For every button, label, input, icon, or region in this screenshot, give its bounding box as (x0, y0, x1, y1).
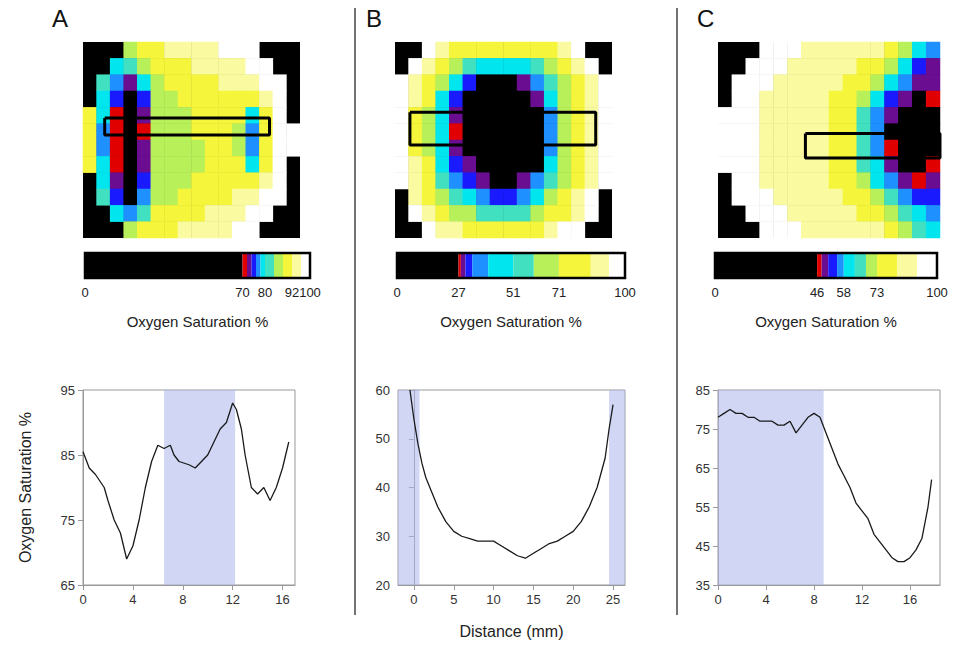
svg-text:16: 16 (903, 592, 917, 607)
svg-text:Distance (mm): Distance (mm) (459, 623, 563, 640)
svg-text:C: C (697, 5, 714, 32)
svg-text:75: 75 (61, 513, 75, 528)
svg-text:27: 27 (451, 285, 465, 300)
svg-text:85: 85 (61, 448, 75, 463)
svg-text:0: 0 (79, 592, 86, 607)
svg-text:55: 55 (696, 500, 710, 515)
svg-text:58: 58 (837, 285, 851, 300)
svg-text:100: 100 (299, 285, 321, 300)
svg-text:100: 100 (614, 285, 636, 300)
svg-text:80: 80 (258, 285, 272, 300)
svg-text:40: 40 (376, 480, 390, 495)
svg-text:100: 100 (926, 285, 948, 300)
svg-text:25: 25 (606, 592, 620, 607)
svg-text:20: 20 (566, 592, 580, 607)
svg-text:95: 95 (61, 383, 75, 398)
svg-text:20: 20 (376, 578, 390, 593)
svg-text:Oxygen Saturation %: Oxygen Saturation % (440, 313, 582, 330)
svg-text:4: 4 (129, 592, 136, 607)
svg-text:65: 65 (61, 578, 75, 593)
svg-text:Oxygen Saturation %: Oxygen Saturation % (755, 313, 897, 330)
svg-text:10: 10 (486, 592, 500, 607)
svg-text:73: 73 (870, 285, 884, 300)
svg-text:15: 15 (526, 592, 540, 607)
svg-text:8: 8 (179, 592, 186, 607)
svg-text:B: B (366, 5, 382, 32)
svg-text:12: 12 (225, 592, 239, 607)
svg-text:0: 0 (410, 592, 417, 607)
svg-text:46: 46 (810, 285, 824, 300)
svg-text:0: 0 (714, 592, 721, 607)
svg-text:50: 50 (376, 431, 390, 446)
svg-text:75: 75 (696, 422, 710, 437)
svg-text:35: 35 (696, 578, 710, 593)
svg-text:51: 51 (506, 285, 520, 300)
svg-text:Oxygen Saturation %: Oxygen Saturation % (127, 313, 269, 330)
svg-text:85: 85 (696, 383, 710, 398)
svg-text:12: 12 (855, 592, 869, 607)
svg-text:60: 60 (376, 383, 390, 398)
svg-text:30: 30 (376, 529, 390, 544)
svg-text:A: A (52, 5, 68, 32)
svg-text:16: 16 (275, 592, 289, 607)
svg-text:8: 8 (810, 592, 817, 607)
svg-text:45: 45 (696, 539, 710, 554)
svg-text:0: 0 (711, 285, 718, 300)
svg-text:70: 70 (235, 285, 249, 300)
svg-text:0: 0 (81, 285, 88, 300)
svg-text:4: 4 (762, 592, 769, 607)
svg-text:71: 71 (552, 285, 566, 300)
svg-text:65: 65 (696, 461, 710, 476)
svg-text:Oxygen Saturation %: Oxygen Saturation % (17, 412, 34, 563)
svg-text:92: 92 (285, 285, 299, 300)
svg-text:5: 5 (450, 592, 457, 607)
svg-text:0: 0 (393, 285, 400, 300)
